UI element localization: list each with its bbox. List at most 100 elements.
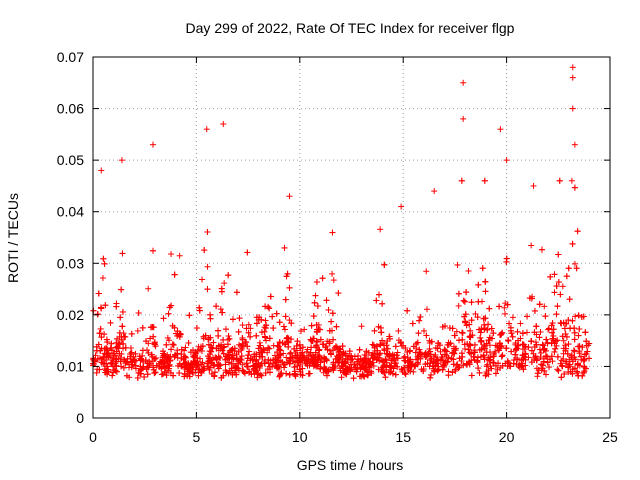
data-point (165, 362, 172, 369)
data-point (490, 359, 497, 366)
data-point (337, 367, 344, 374)
y-tick-label: 0.07 (57, 49, 84, 65)
data-point (165, 354, 172, 361)
data-point (287, 350, 294, 357)
data-point (168, 251, 175, 258)
data-point (137, 355, 144, 362)
data-point (462, 318, 469, 325)
data-point (225, 359, 232, 366)
data-point (336, 351, 343, 358)
data-point (189, 369, 196, 376)
data-point (190, 359, 197, 366)
data-point (310, 313, 317, 320)
data-point (467, 334, 474, 341)
data-point (97, 304, 104, 311)
data-point (358, 323, 365, 330)
data-point (138, 366, 145, 373)
data-point (207, 364, 214, 371)
data-point (512, 340, 519, 347)
data-point (509, 333, 516, 340)
data-point (275, 343, 282, 350)
data-point (407, 347, 414, 354)
data-point (209, 345, 216, 352)
data-point (448, 355, 455, 362)
data-point (272, 359, 279, 366)
data-point (527, 338, 534, 345)
x-tick-label: 15 (395, 429, 411, 445)
data-point (472, 349, 479, 356)
data-point (345, 353, 352, 360)
data-point (465, 267, 472, 274)
data-point (413, 340, 420, 347)
data-point (392, 371, 399, 378)
data-point (176, 252, 183, 259)
data-point (201, 247, 208, 254)
data-point (401, 364, 408, 371)
data-point (284, 334, 291, 341)
data-point (477, 334, 484, 341)
data-point (568, 177, 575, 184)
data-point (520, 341, 527, 348)
data-point (385, 369, 392, 376)
data-point (375, 291, 382, 298)
data-point (382, 374, 389, 381)
data-point (388, 357, 395, 364)
data-point (244, 343, 251, 350)
data-point (266, 305, 273, 312)
y-tick-label: 0.02 (57, 307, 84, 323)
data-point (551, 348, 558, 355)
data-point (276, 319, 283, 326)
data-point (559, 363, 566, 370)
data-point (474, 354, 481, 361)
data-point (481, 343, 488, 350)
data-point (239, 336, 246, 343)
grid-lines (93, 57, 610, 418)
data-point (375, 366, 382, 373)
data-point (306, 362, 313, 369)
data-point (560, 319, 567, 326)
data-point (93, 369, 100, 376)
data-point (542, 371, 549, 378)
data-point (556, 177, 563, 184)
data-point (208, 360, 215, 367)
data-point (262, 337, 269, 344)
data-point (276, 373, 283, 380)
data-point (488, 325, 495, 332)
data-point (444, 358, 451, 365)
data-point (243, 339, 250, 346)
data-point (554, 337, 561, 344)
data-point (340, 349, 347, 356)
data-point (234, 355, 241, 362)
data-point (384, 345, 391, 352)
data-points (90, 64, 593, 382)
data-point (553, 311, 560, 318)
data-point (486, 334, 493, 341)
data-point (423, 306, 430, 313)
data-point (98, 167, 105, 174)
data-point (141, 373, 148, 380)
data-point (328, 318, 335, 325)
data-point (497, 126, 504, 133)
data-point (363, 348, 370, 355)
data-point (563, 358, 570, 365)
data-point (427, 371, 434, 378)
data-point (486, 357, 493, 364)
data-point (151, 341, 158, 348)
data-point (333, 323, 340, 330)
data-point (565, 265, 572, 272)
data-point (524, 313, 531, 320)
data-point (367, 360, 374, 367)
data-point (282, 296, 289, 303)
data-point (144, 364, 151, 371)
data-point (463, 289, 470, 296)
data-point (409, 320, 416, 327)
data-point (361, 366, 368, 373)
data-point (97, 347, 104, 354)
data-point (575, 332, 582, 339)
data-point (571, 141, 578, 148)
data-point (151, 356, 158, 363)
data-point (174, 350, 181, 357)
data-point (217, 306, 224, 313)
data-point (377, 350, 384, 357)
data-point (401, 353, 408, 360)
